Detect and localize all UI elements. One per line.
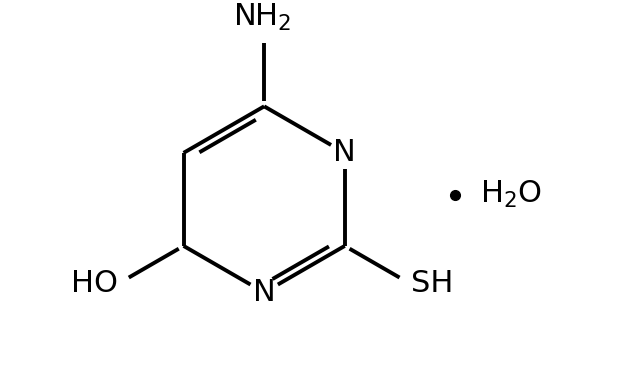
Text: SH: SH bbox=[411, 269, 453, 297]
Text: NH$_2$: NH$_2$ bbox=[233, 2, 292, 33]
Text: N: N bbox=[333, 138, 356, 168]
Text: H$_2$O: H$_2$O bbox=[480, 179, 542, 210]
Text: N: N bbox=[253, 278, 276, 307]
Text: HO: HO bbox=[70, 269, 118, 297]
